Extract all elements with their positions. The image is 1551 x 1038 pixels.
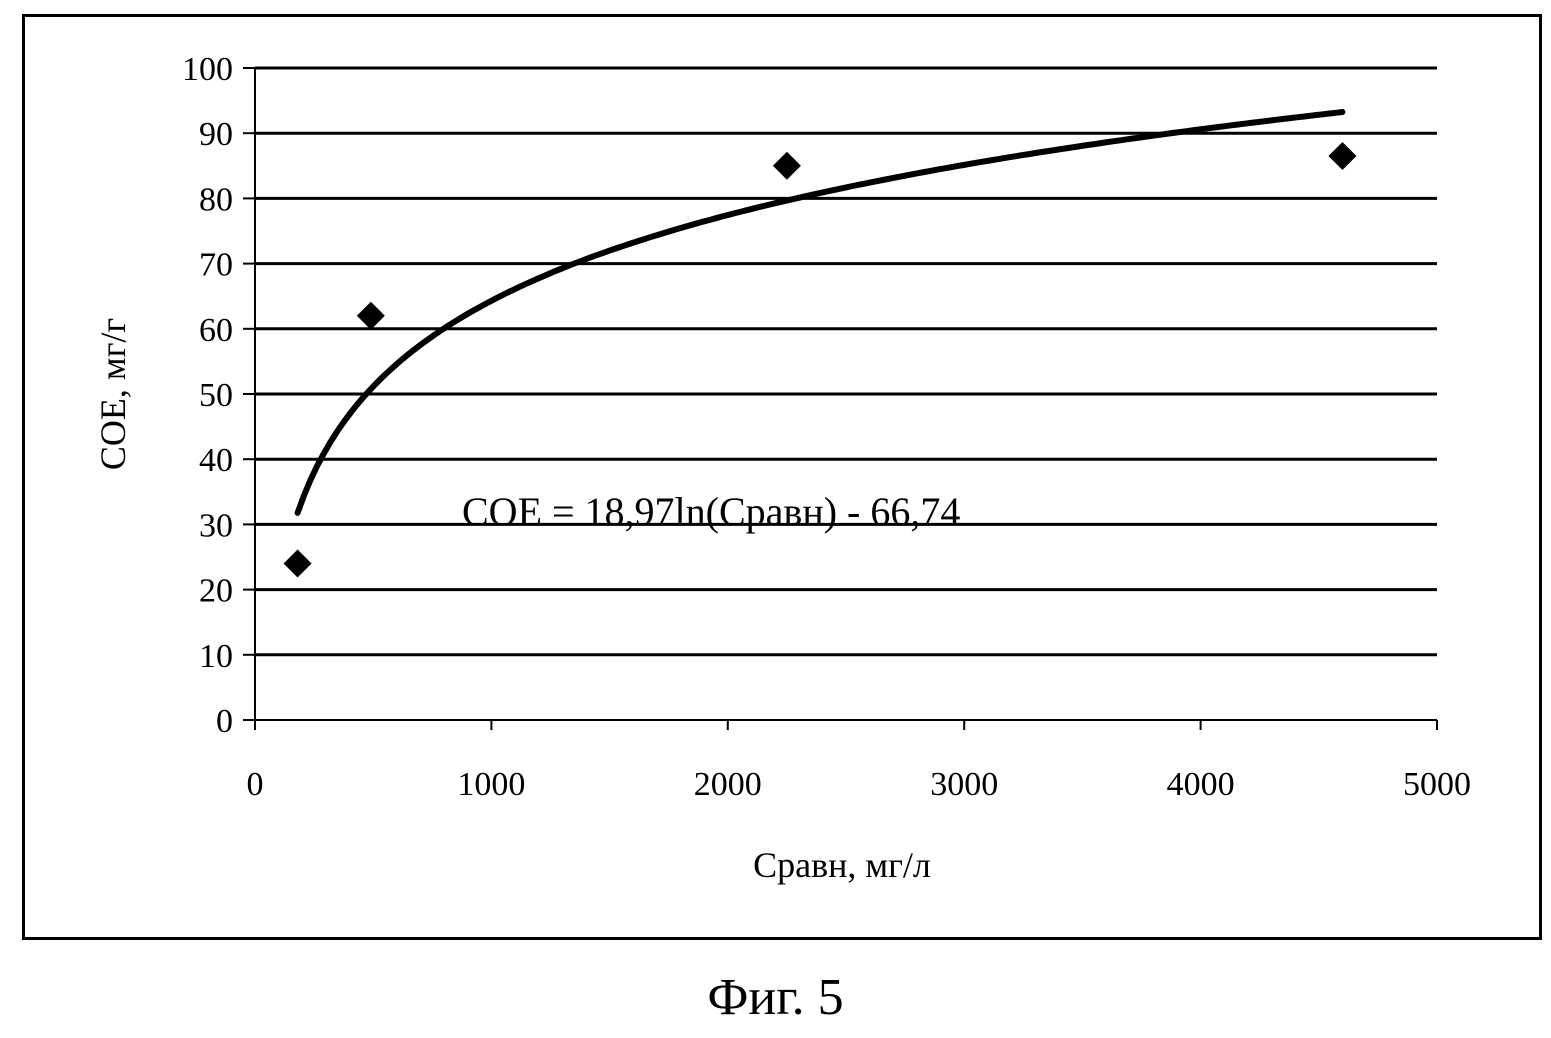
y-tick-label-90: 90 (199, 116, 233, 153)
y-axis-title: СОЕ, мг/г (93, 318, 133, 470)
y-tick-labels: 0 10 20 30 40 50 60 70 80 90 100 (182, 51, 233, 740)
y-tick-label-70: 70 (199, 247, 233, 284)
y-tick-label-10: 10 (199, 638, 233, 675)
chart-frame (22, 14, 1542, 940)
trendline-equation: СОЕ = 18,97ln(Сравн) - 66,74 (462, 489, 960, 534)
y-tick-label-50: 50 (199, 377, 233, 414)
y-tick-label-40: 40 (199, 442, 233, 479)
y-tick-label-30: 30 (199, 507, 233, 544)
x-tick-label-0: 0 (247, 766, 264, 803)
x-axis-title: Сравн, мг/л (753, 845, 931, 885)
data-points (283, 142, 1357, 578)
data-point-2 (356, 301, 385, 330)
figure-caption: Фиг. 5 (707, 969, 844, 1026)
x-tick-label-3000: 3000 (930, 766, 998, 803)
y-tick-label-20: 20 (199, 573, 233, 610)
x-tick-label-5000: 5000 (1403, 766, 1471, 803)
trendline (294, 109, 1346, 516)
y-tick-label-60: 60 (199, 312, 233, 349)
grid-lines (255, 66, 1437, 657)
y-tick-label-80: 80 (199, 181, 233, 218)
trendline-group (294, 109, 1346, 516)
data-point-4 (1328, 142, 1357, 171)
x-tick-label-2000: 2000 (694, 766, 762, 803)
x-tick-label-4000: 4000 (1167, 766, 1235, 803)
y-tick-label-100: 100 (182, 51, 233, 88)
y-tick-label-0: 0 (216, 703, 233, 740)
axes (243, 67, 1438, 730)
data-point-3 (772, 151, 801, 180)
data-point-1 (283, 549, 312, 578)
x-tick-label-1000: 1000 (457, 766, 525, 803)
x-tick-labels: 0 1000 2000 3000 4000 5000 (247, 766, 1472, 803)
